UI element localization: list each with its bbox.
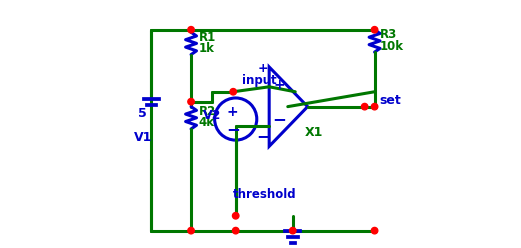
Text: −: − bbox=[226, 120, 240, 138]
Text: V1: V1 bbox=[133, 131, 152, 144]
Text: 10k: 10k bbox=[379, 40, 404, 53]
Text: +: + bbox=[227, 105, 239, 119]
Text: −: − bbox=[256, 127, 270, 145]
Circle shape bbox=[188, 98, 194, 105]
Text: R3: R3 bbox=[379, 29, 397, 41]
Text: 4k: 4k bbox=[199, 117, 215, 129]
Circle shape bbox=[232, 213, 239, 219]
Circle shape bbox=[188, 227, 194, 234]
Circle shape bbox=[232, 227, 239, 234]
Text: −: − bbox=[272, 110, 286, 128]
Circle shape bbox=[230, 89, 237, 95]
Circle shape bbox=[371, 103, 378, 110]
Text: 5: 5 bbox=[138, 107, 147, 120]
Text: R2: R2 bbox=[199, 105, 216, 118]
Text: input: input bbox=[242, 74, 277, 87]
Text: R1: R1 bbox=[199, 31, 216, 44]
Circle shape bbox=[362, 103, 368, 110]
Text: 1k: 1k bbox=[199, 42, 214, 55]
Circle shape bbox=[371, 27, 378, 33]
Circle shape bbox=[371, 227, 378, 234]
Text: set: set bbox=[379, 94, 401, 107]
Text: +: + bbox=[258, 62, 268, 75]
Text: +: + bbox=[274, 78, 285, 92]
Circle shape bbox=[188, 27, 194, 33]
Text: X1: X1 bbox=[305, 126, 324, 139]
Text: V2: V2 bbox=[203, 109, 221, 122]
Circle shape bbox=[290, 227, 296, 234]
Text: threshold: threshold bbox=[233, 188, 297, 201]
